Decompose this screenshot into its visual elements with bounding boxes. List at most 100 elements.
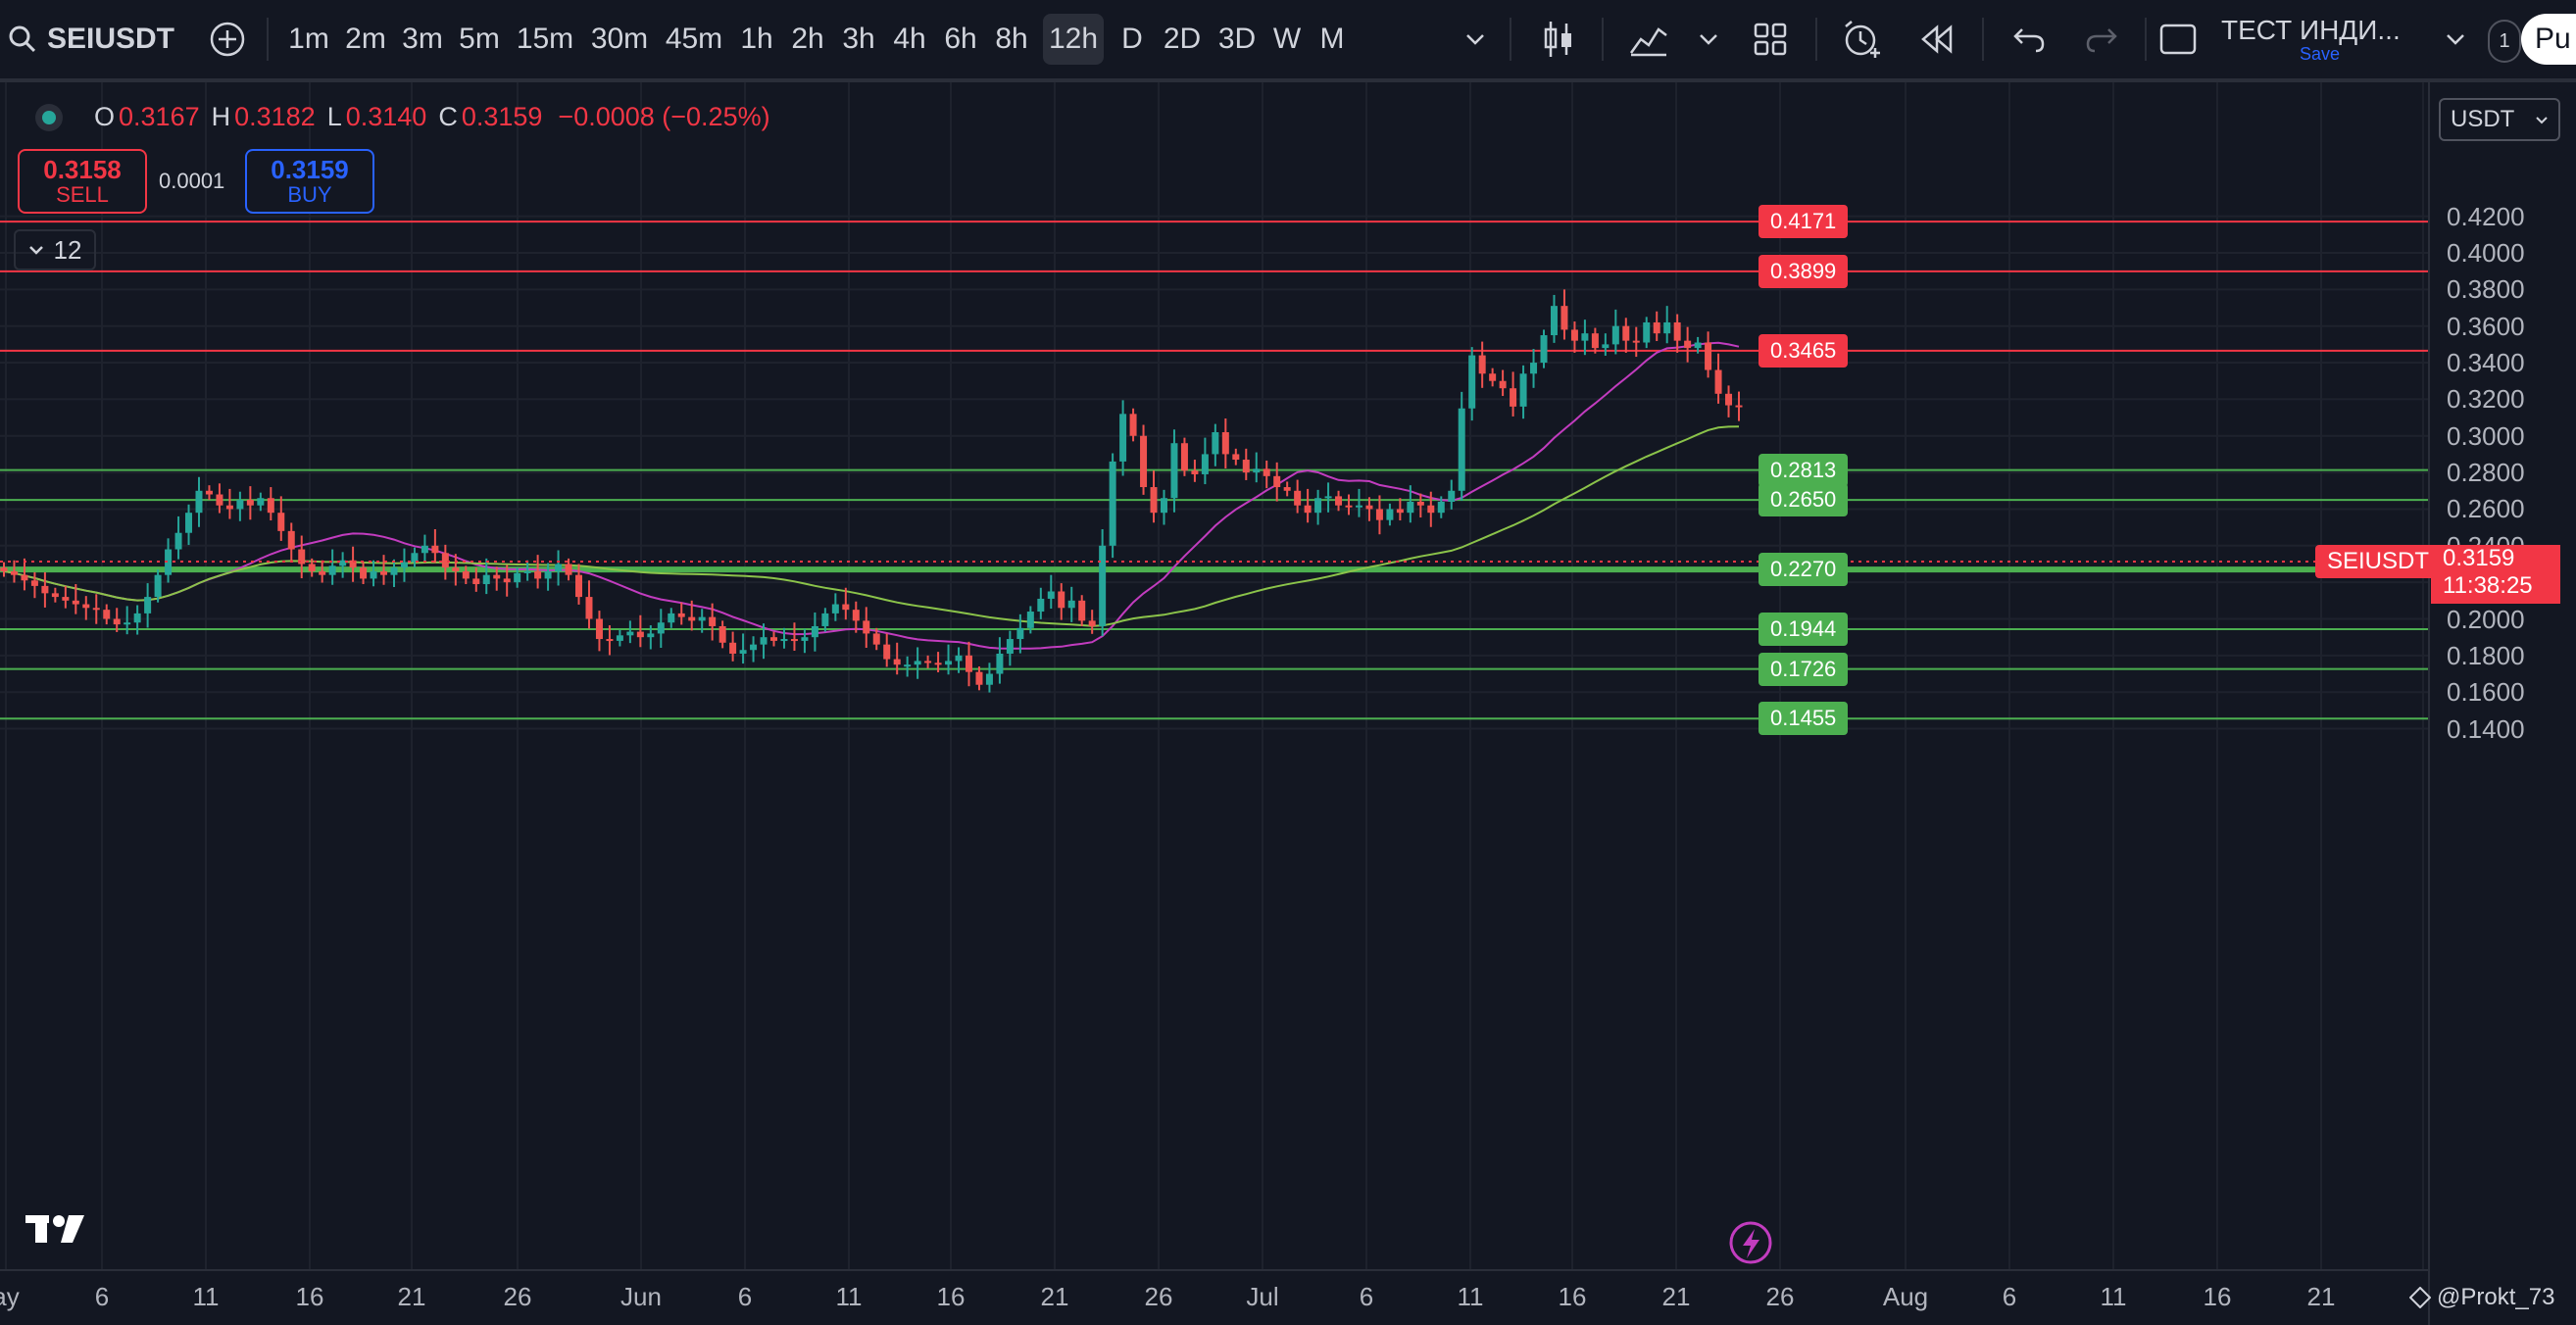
candle-body [1550,306,1558,336]
sell-button[interactable]: 0.3158 SELL [18,149,147,214]
grid-icon [1754,23,1787,56]
candle-body [30,580,38,586]
interval-30m[interactable]: 30m [590,23,649,55]
candle-body [842,604,850,611]
interval-45m[interactable]: 45m [665,23,723,55]
interval-M[interactable]: M [1319,23,1345,55]
candle-body [493,574,501,579]
candle-body [863,620,870,634]
layout-dropdown[interactable] [2441,14,2470,65]
indicators-collapse-toggle[interactable]: 12 [14,229,96,270]
candle-body [1448,490,1456,502]
buy-button[interactable]: 0.3159 BUY [245,149,374,214]
interval-1m[interactable]: 1m [288,23,329,55]
interval-2m[interactable]: 2m [345,23,386,55]
candle-body [750,644,758,651]
interval-3h[interactable]: 3h [842,23,875,55]
candle-body [544,570,552,579]
symbol-search[interactable]: SEIUSDT [8,14,174,65]
candle-body [503,578,511,583]
candle-body [380,570,388,575]
candle-body [523,570,531,573]
candle-body [626,631,634,636]
fullscreen-button[interactable] [2156,14,2200,65]
interval-W[interactable]: W [1272,23,1302,55]
interval-2D[interactable]: 2D [1163,23,1202,55]
candle-body [985,673,993,685]
price-tick-label: 0.1400 [2447,713,2525,744]
author-watermark: @Prokt_73 [2409,1284,2554,1311]
interval-1h[interactable]: 1h [740,23,773,55]
market-status-indicator[interactable] [35,104,63,131]
interval-12h[interactable]: 12h [1043,14,1104,65]
replay-button[interactable] [1915,14,1958,65]
interval-6h[interactable]: 6h [944,23,977,55]
candle-body [657,622,665,634]
indicators-dropdown[interactable] [1694,14,1723,65]
user-counter[interactable]: 1 [2488,20,2521,63]
compare-symbol-button[interactable] [206,14,249,65]
time-tick-label: 6 [2002,1282,2017,1311]
price-chart[interactable] [0,82,2576,1325]
candle-body [1026,612,1034,628]
chevron-down-icon [1700,34,1717,45]
price-tick-label: 0.2600 [2447,494,2525,524]
candle-body [165,549,173,575]
candle-body [1191,470,1199,474]
price-tick-label: 0.3200 [2447,384,2525,415]
lightning-icon[interactable] [1729,1221,1772,1264]
interval-D[interactable]: D [1121,23,1143,55]
interval-15m[interactable]: 15m [516,23,574,55]
indicators-button[interactable] [1625,14,1672,65]
candle-body [236,500,244,510]
candle-body [113,618,121,625]
candle-body [1714,369,1722,394]
candle-body [1355,505,1362,508]
interval-3D[interactable]: 3D [1217,23,1257,55]
add-circle-icon [210,22,245,57]
time-tick-label: 21 [1661,1282,1691,1311]
interval-8h[interactable]: 8h [995,23,1028,55]
candle-body [462,570,470,579]
sell-label: SELL [56,182,109,207]
candle-body [133,613,141,623]
candle-body [1088,620,1096,626]
candle-body [124,622,131,625]
candle-body [1324,496,1332,499]
candle-body [575,574,583,598]
intervals-dropdown[interactable] [1461,14,1490,65]
candle-body [452,567,460,571]
chart-type-button[interactable] [1535,14,1582,65]
time-tick-label: 21 [397,1282,426,1311]
candle-body [1314,498,1322,514]
alert-button[interactable] [1839,14,1886,65]
candle-body [400,562,408,568]
time-tick-label: 16 [295,1282,324,1311]
interval-5m[interactable]: 5m [459,23,500,55]
candle-body [1263,468,1270,476]
chevron-down-icon [28,246,43,255]
undo-button[interactable] [2007,14,2051,65]
candle-body [1468,355,1476,409]
templates-button[interactable] [1749,14,1792,65]
redo-button[interactable] [2080,14,2123,65]
chevron-down-icon [2536,116,2548,123]
candle-body [1047,591,1055,599]
candle-body [1170,443,1178,499]
interval-2h[interactable]: 2h [791,23,824,55]
level-label: 0.2270 [1759,553,1849,587]
interval-3m[interactable]: 3m [402,23,443,55]
candle-body [852,610,860,621]
interval-4h[interactable]: 4h [893,23,926,55]
layout-name-button[interactable]: ТЕСТ ИНДИ... Save [2221,14,2447,65]
toolbar-divider [1510,18,1511,61]
level-label: 0.3899 [1759,254,1849,288]
candle-body [514,572,521,583]
candle-body [1427,505,1435,514]
top-toolbar: SEIUSDT 1m 2m 3m 5m 15m 30m 45m 1h 2h 3h 4h 6h 8h 12h… [0,0,2576,82]
time-tick-label: 11 [192,1282,220,1311]
publish-button[interactable]: Pu [2521,14,2576,65]
candle-body [585,597,593,619]
currency-select[interactable]: USDT [2439,98,2560,141]
diamond-icon [2409,1287,2431,1308]
